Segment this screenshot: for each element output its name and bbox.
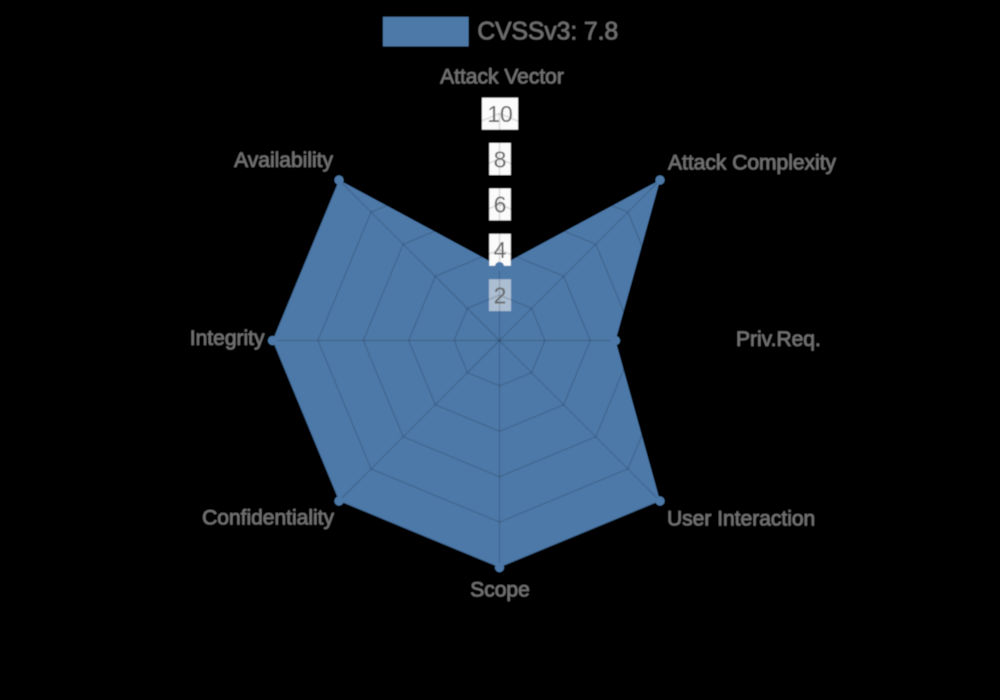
svg-text:Attack Vector: Attack Vector <box>440 66 564 89</box>
svg-text:User Interaction: User Interaction <box>667 508 815 531</box>
svg-text:Scope: Scope <box>470 579 530 602</box>
svg-text:Confidentiality: Confidentiality <box>202 507 334 530</box>
svg-text:Availability: Availability <box>234 149 333 172</box>
svg-text:4: 4 <box>494 237 507 263</box>
svg-text:Priv.Req.: Priv.Req. <box>736 328 821 351</box>
svg-text:CVSSv3: 7.8: CVSSv3: 7.8 <box>477 19 618 46</box>
svg-text:8: 8 <box>494 146 507 172</box>
svg-text:Integrity: Integrity <box>190 327 265 350</box>
svg-text:Attack Complexity: Attack Complexity <box>668 152 837 175</box>
svg-text:6: 6 <box>494 192 507 218</box>
svg-text:2: 2 <box>494 283 507 309</box>
svg-text:10: 10 <box>487 101 513 127</box>
